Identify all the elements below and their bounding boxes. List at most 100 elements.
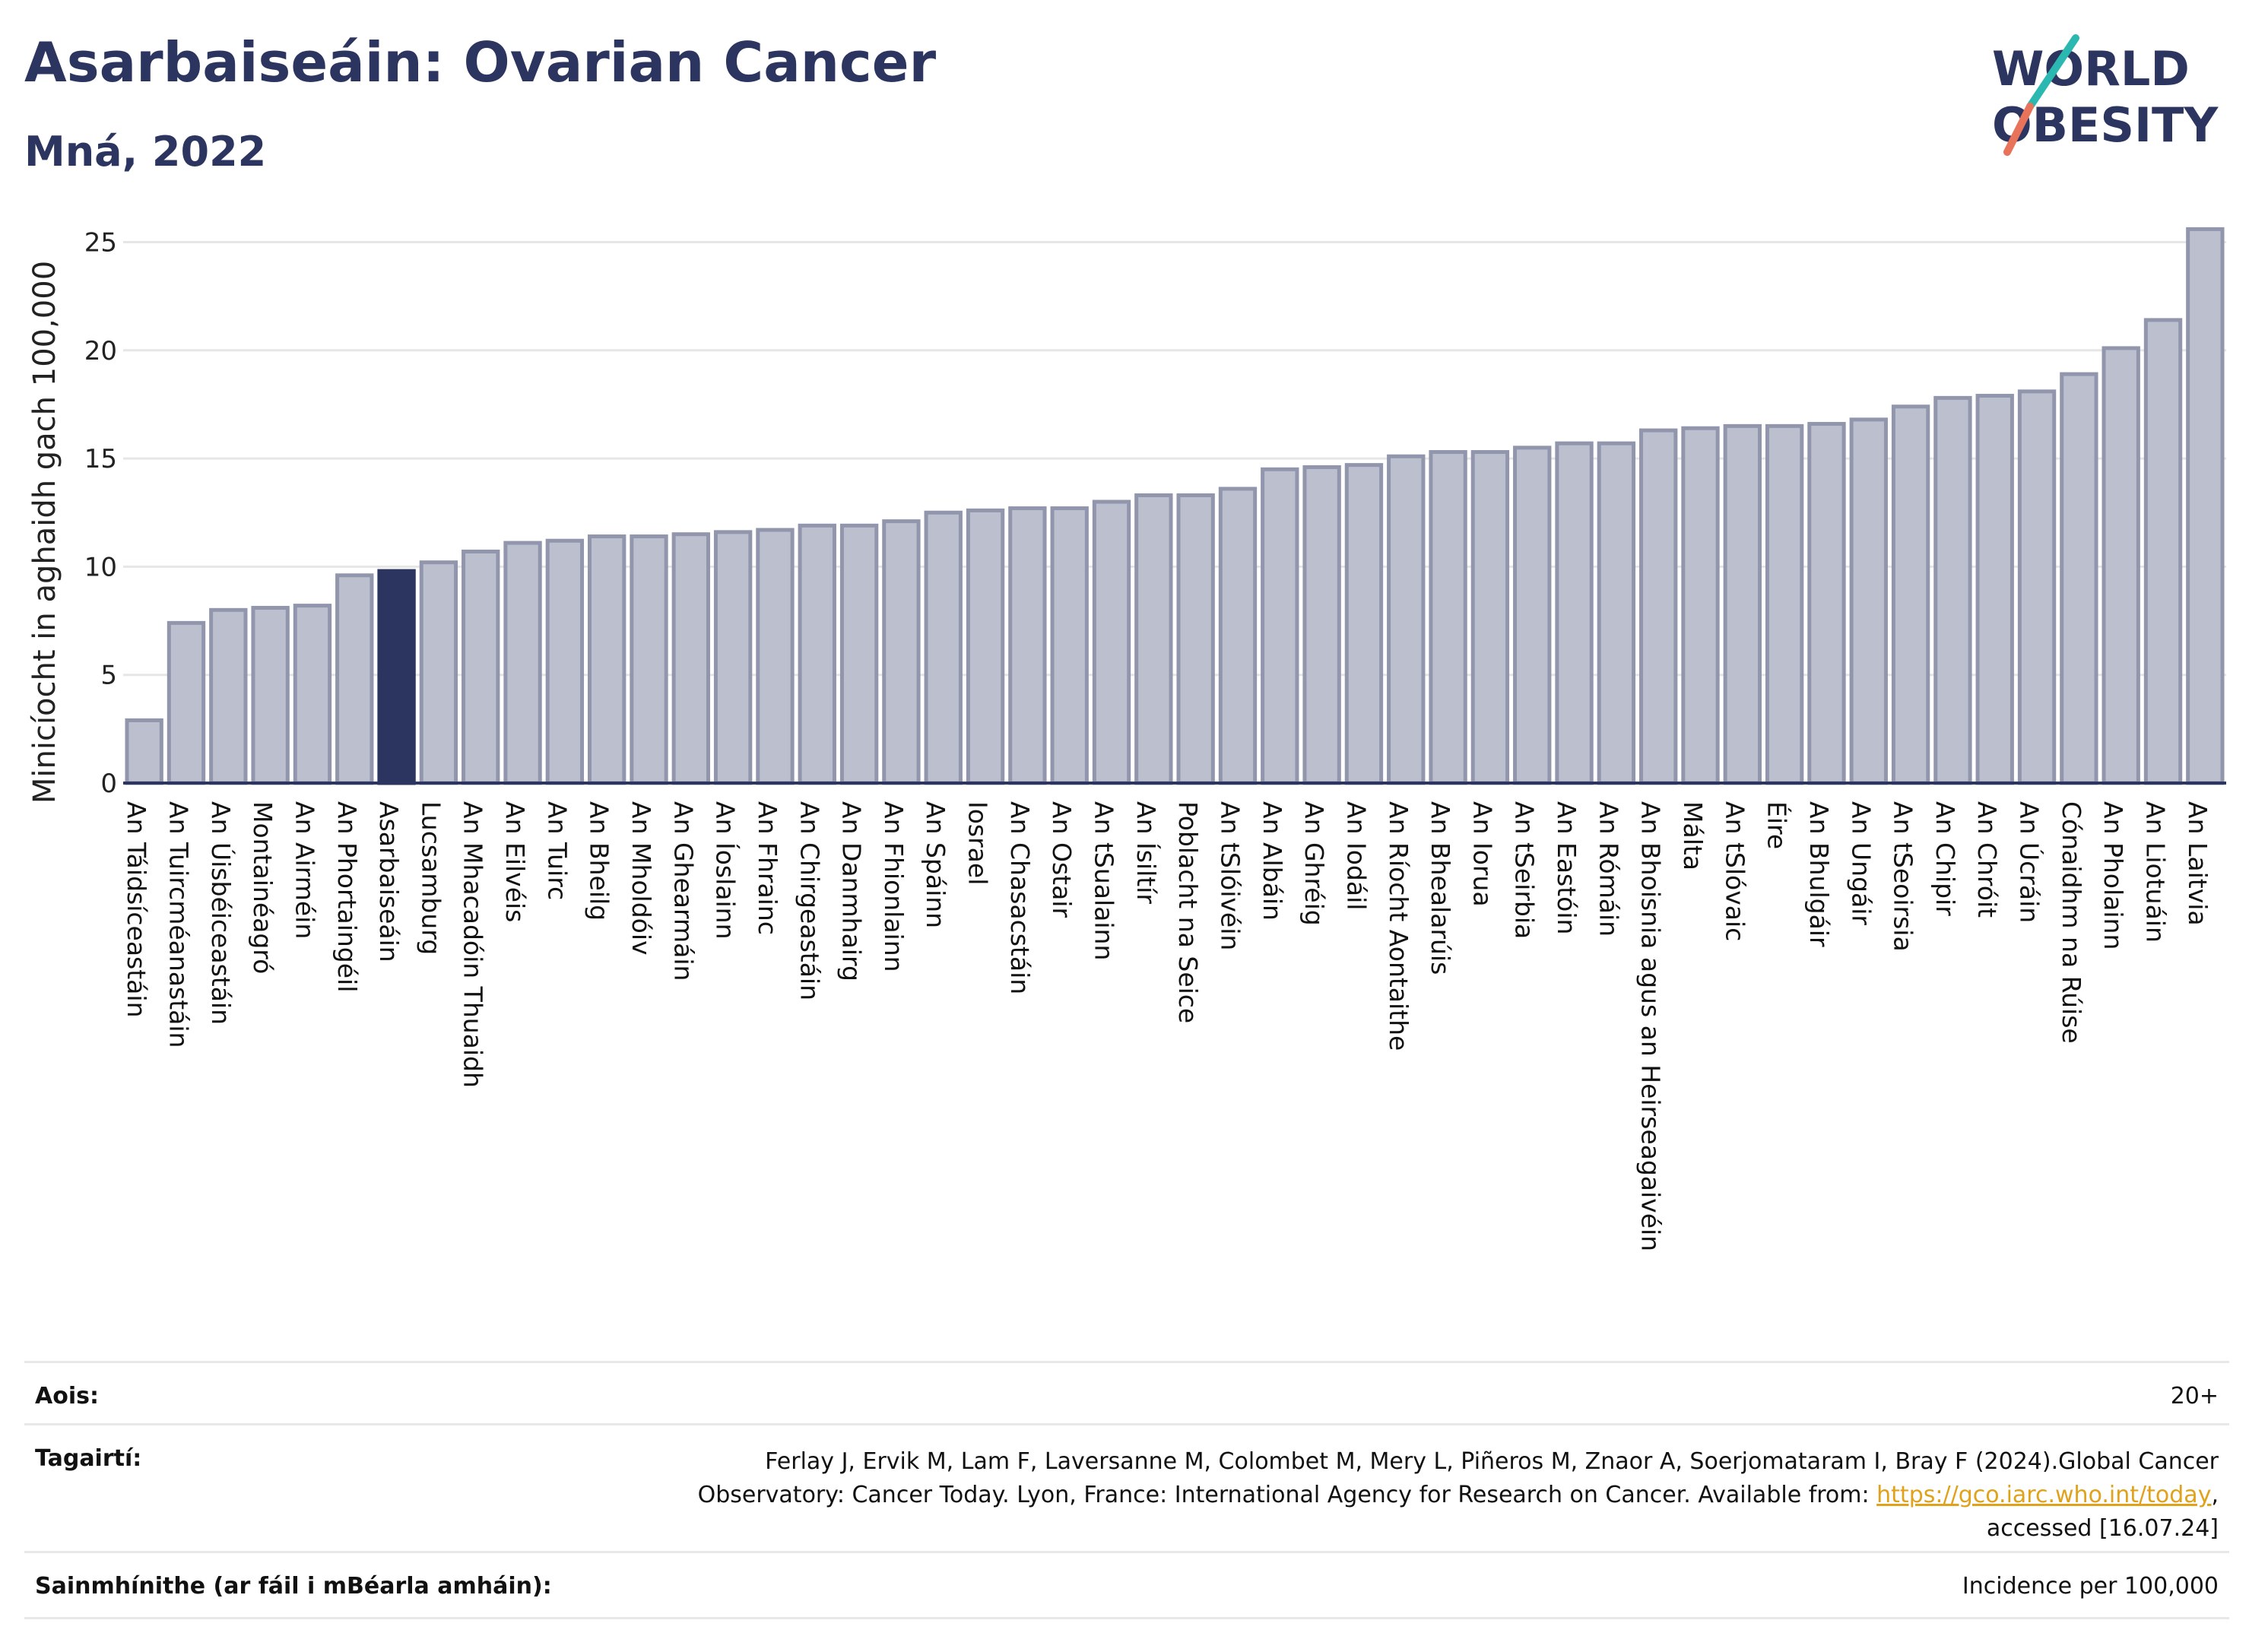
x-tick-label: An Fhionlainn [879, 801, 909, 972]
y-axis-label: Minicíocht in aghaidh gach 100,000 [27, 261, 62, 804]
bar [167, 620, 206, 785]
bar [335, 573, 374, 785]
svg-text:WORLD: WORLD [1992, 41, 2190, 97]
bar [1681, 426, 1720, 785]
x-tick-label: An tSlóivéin [1215, 801, 1245, 950]
x-tick-label: An Chróit [1972, 801, 2002, 918]
bar [756, 528, 795, 785]
bar [1470, 450, 1510, 785]
x-tick-label: An Ostair [1047, 801, 1077, 918]
ref-line-3: accessed [16.07.24] [1986, 1515, 2219, 1542]
bar [1891, 404, 1930, 785]
bar [2186, 227, 2225, 785]
bar [545, 538, 585, 785]
bar [713, 530, 753, 785]
x-tick-label: Málta [1678, 801, 1708, 870]
x-tick-label: Iosrael [963, 801, 993, 885]
bar [587, 534, 626, 785]
x-tick-label: An Ghréig [1299, 801, 1329, 926]
bar [462, 549, 500, 785]
bar [2060, 372, 2098, 785]
bar [1092, 499, 1131, 785]
bar [503, 541, 542, 785]
ref-line-2-end: , [2211, 1482, 2219, 1508]
x-tick-label: An Mhacadóin Thuaidh [458, 801, 488, 1088]
bar [1807, 422, 1846, 785]
x-tick-label: Lucsamburg [416, 801, 446, 955]
x-tick-label: Cónaidhm na Rúise [2057, 801, 2086, 1044]
y-tick-label: 5 [100, 661, 117, 691]
page-title: Asarbaiseáin: Ovarian Cancer [24, 30, 937, 94]
x-tick-label: An tSeoirsia [1889, 801, 1918, 952]
x-tick-label: An Pholainn [2098, 801, 2128, 950]
ref-link[interactable]: https://gco.iarc.who.int/today [1876, 1482, 2212, 1508]
bar [671, 532, 711, 785]
y-tick-labels: 0 5 10 15 20 25 [84, 227, 117, 799]
info-row-definitions: Sainmhínithe (ar fáil i mBéarla amháin):… [24, 1551, 2229, 1619]
bar-chart: 0 5 10 15 20 25 An Táidsíceastáin An Tuircméan… [27, 227, 2226, 1251]
bar [924, 510, 963, 785]
bar [1008, 506, 1047, 785]
x-tick-label: An Tuirc [542, 801, 572, 900]
ref-label: Tagairtí: [35, 1445, 142, 1472]
y-tick-label: 15 [84, 444, 117, 474]
bar [293, 604, 332, 785]
bar [1975, 394, 2014, 785]
ref-line-2-text: Observatory: Cancer Today. Lyon, France:… [697, 1482, 1877, 1508]
bar [1218, 487, 1258, 785]
y-tick-label: 0 [100, 769, 117, 799]
bar [1765, 423, 1804, 785]
ref-line-1: Ferlay J, Ervik M, Lam F, Laversanne M, … [765, 1448, 2219, 1475]
x-tick-label: Poblacht na Seice [1173, 801, 1203, 1023]
x-tick-label: An Bheilg [585, 801, 614, 921]
bar [1134, 493, 1173, 785]
bar [209, 607, 248, 785]
x-tick-label: An Spáinn [921, 801, 950, 928]
bar [1513, 446, 1552, 785]
bar [1344, 463, 1384, 785]
x-tick-label: An Bhealarúis [1426, 801, 1455, 975]
bar [798, 523, 836, 785]
bar [377, 569, 416, 785]
bar [630, 534, 668, 785]
x-tick-label: An Danmhairg [837, 801, 867, 981]
bar [882, 519, 921, 785]
x-tick-label: An Eastóin [1552, 801, 1581, 934]
bar [2017, 389, 2057, 785]
x-tick-labels: An Táidsíceastáin An Tuircméanastáin An Úi… [122, 801, 2213, 1251]
bar [966, 508, 1005, 785]
x-tick-label: An Albáin [1258, 801, 1287, 921]
x-tick-label: An Ísiltír [1131, 801, 1162, 904]
x-tick-label: An Íoslainn [711, 801, 741, 939]
info-row-references: Tagairtí: Ferlay J, Ervik M, Lam F, Lave… [24, 1423, 2229, 1553]
x-tick-label: Éire [1762, 801, 1793, 849]
bar [419, 560, 458, 785]
bars [125, 227, 2225, 785]
x-tick-label: An Liotuáin [2141, 801, 2171, 943]
bar [1387, 454, 1426, 785]
bar [1302, 465, 1341, 785]
x-tick-label: An Eilvéis [500, 801, 530, 922]
x-tick-label: An tSlóvaic [1720, 801, 1749, 941]
bar [1597, 441, 1636, 785]
x-tick-label: An Bhoisnia agus an Heirseagaivéin [1636, 801, 1666, 1251]
bar [1723, 423, 1762, 785]
x-tick-label: An tSualainn [1090, 801, 1119, 960]
x-tick-label: An Ghearmáin [668, 801, 698, 981]
def-label: Sainmhínithe (ar fáil i mBéarla amháin): [35, 1573, 552, 1600]
x-tick-label: An Táidsíceastáin [122, 801, 151, 1017]
x-tick-label: An Ungáir [1846, 801, 1876, 925]
bar [1261, 467, 1299, 785]
page-subtitle: Mná, 2022 [24, 128, 267, 176]
age-value: 20+ [2170, 1383, 2219, 1409]
x-tick-label: An Tuircméanastáin [163, 801, 193, 1048]
x-tick-label: An Iorua [1467, 801, 1497, 907]
bar [1849, 417, 1888, 785]
ref-line-2: Observatory: Cancer Today. Lyon, France:… [698, 1479, 2219, 1512]
world-obesity-logo: WORLD OBESITY [1992, 34, 2219, 156]
bar [839, 523, 879, 785]
x-tick-label: Asarbaiseáin [374, 801, 404, 962]
x-tick-label: An Chasacstáin [1005, 801, 1035, 994]
x-tick-label: An Úcráin [2015, 801, 2045, 923]
x-tick-label: An Laitvia [2183, 801, 2213, 926]
